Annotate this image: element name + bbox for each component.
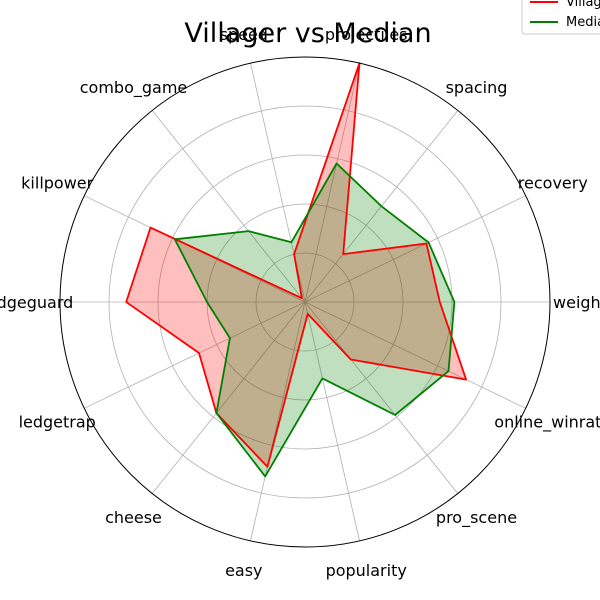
- spoke-pro_scene: [304, 301, 459, 494]
- series-areas: [125, 62, 468, 478]
- axis-label-spacing: spacing: [446, 78, 508, 97]
- spoke-recovery: [304, 195, 526, 303]
- axis-label-pro_scene: pro_scene: [436, 508, 517, 528]
- series-line-median: [173, 162, 456, 478]
- axis-label-ledgetrap: ledgetrap: [19, 412, 96, 431]
- legend-box: [521, 0, 600, 35]
- spoke-cheese: [151, 301, 306, 494]
- spoke-online_winrate: [304, 301, 526, 409]
- polar-frame: [59, 56, 551, 548]
- legend-label-median: Median: [566, 15, 600, 30]
- spoke-combo_game: [151, 110, 306, 303]
- axis-label-combo_game: combo_game: [80, 78, 188, 98]
- series-line-villager: [125, 62, 468, 468]
- axis-label-popularity: popularity: [326, 561, 407, 580]
- axis-label-easy: easy: [225, 561, 262, 580]
- spoke-ledgetrap: [84, 301, 306, 409]
- spoke-easy: [250, 301, 306, 541]
- spoke-popularity: [304, 301, 360, 541]
- radial-spokes: [60, 63, 550, 541]
- axis-label-recovery: recovery: [518, 174, 588, 193]
- axis-label-online_winrate: online_winrate: [494, 412, 600, 432]
- axis-label-killpower: killpower: [21, 174, 93, 193]
- axis-label-edgeguard: edgeguard: [0, 293, 73, 312]
- axis-label-projectiles: projectiles: [325, 25, 408, 44]
- spoke-projectiles: [304, 63, 360, 303]
- axis-label-cheese: cheese: [105, 508, 162, 527]
- axis-label-weight: weight: [553, 293, 600, 312]
- legend-label-villager: Villager: [566, 0, 600, 10]
- legend: Villager Median: [521, 0, 600, 35]
- axis-label-speed: speed: [220, 25, 268, 44]
- chart-title: Villager vs Median: [184, 18, 431, 49]
- axis-labels: weight recovery spacing projectiles speed com…: [0, 25, 600, 580]
